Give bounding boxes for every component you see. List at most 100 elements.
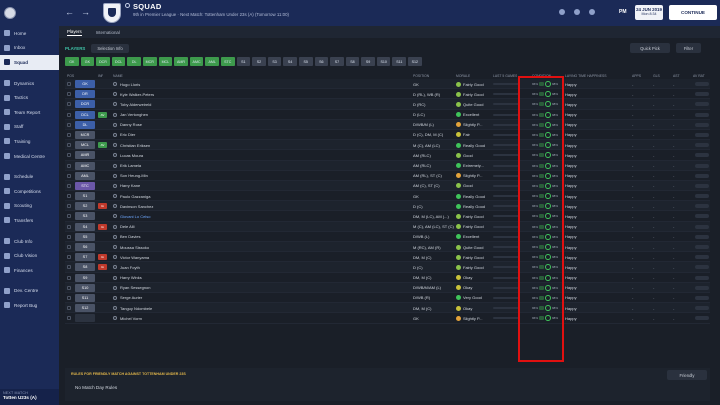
position-badge[interactable]: AMR [75,151,95,160]
header-condition[interactable]: CONDITION [532,73,552,78]
position-badge[interactable]: S3 [75,212,95,221]
position-button[interactable]: MCL [158,57,173,66]
position-badge[interactable]: S9 [75,273,95,282]
table-row[interactable]: S11 Serge Aurier D/WB (R) Very Good 96% 98% Ha… [65,293,710,304]
header-gls[interactable]: GLS [653,73,660,78]
table-row[interactable]: S2 IA Davinson Sanchez D (C) Really Good 96% 9… [65,201,710,212]
player-name[interactable]: Ryan Sessegnon [120,285,151,291]
sidebar-item-club-info[interactable]: Club Info [0,234,59,249]
row-checkbox[interactable] [67,316,71,321]
row-checkbox[interactable] [67,173,71,178]
position-button[interactable]: S9 [361,57,375,66]
sidebar-item-training[interactable]: Training [0,134,59,149]
table-row[interactable]: STC Harry Kane AM (C), ST (C) Good 96% 98% Hap… [65,180,710,192]
row-checkbox[interactable] [67,82,71,86]
player-name[interactable]: Serge Aurier [120,295,143,301]
sidebar-item-medical-centre[interactable]: Medical Centre [0,149,59,164]
position-button[interactable]: S2 [252,57,266,66]
player-name[interactable]: Danny Rose [120,122,143,128]
table-row[interactable]: MCL AV Christian Eriksen M (C), AM (LC) Real… [65,140,710,151]
player-name[interactable]: Lucas Moura [120,152,144,158]
header-av-rat[interactable]: AV RAT [693,73,705,78]
table-row[interactable]: S6 Moussa Sissoko M (RC), AM (R) Quite Good… [65,242,710,253]
position-button[interactable]: S10 [376,57,391,66]
row-checkbox[interactable] [67,295,71,300]
position-button[interactable]: DCR [96,57,110,66]
row-checkbox[interactable] [67,183,71,188]
row-checkbox[interactable] [67,112,71,117]
table-row[interactable]: AMC Erik Lamela AM (RLC) Extremely... 96% 98%… [65,160,710,171]
table-row[interactable]: GK Hugo Lloris GK Fairly Good 96% 98% Happy - - - [65,79,710,90]
sidebar-item-schedule[interactable]: Schedule [0,169,59,184]
position-badge[interactable]: S1 [75,192,95,201]
position-badge[interactable]: AMC [75,161,95,170]
position-badge[interactable]: S4 [75,222,95,231]
position-button[interactable]: S12 [408,57,422,66]
player-name[interactable]: Jan Vertonghen [120,112,149,118]
player-name[interactable]: Dele Alli [120,224,135,230]
row-checkbox[interactable] [67,245,71,249]
player-name[interactable]: Erik Lamela [120,163,142,168]
player-name[interactable]: Ben Davies [120,234,141,240]
position-badge[interactable]: S2 [75,202,95,211]
filter-button[interactable]: Filter [676,43,701,53]
position-badge[interactable]: AML [75,171,95,180]
position-button[interactable]: S7 [330,57,344,66]
table-row[interactable]: DL Danny Rose D/WB/M (L) Slightly P... 96% 98… [65,119,710,130]
row-checkbox[interactable] [67,122,71,127]
header-name[interactable]: NAME [113,73,123,78]
quick-pick-button[interactable]: Quick Pick [630,43,670,53]
date-display[interactable]: 24 JUN 2019 Mon 8:34 [635,5,663,20]
player-name[interactable]: Tanguy Ndombele [120,305,153,311]
row-checkbox[interactable] [67,204,71,209]
player-name[interactable]: Kyle Walker-Peters [120,91,155,97]
row-checkbox[interactable] [67,234,71,239]
position-badge[interactable]: STC [75,181,95,190]
header-apps[interactable]: APPS [632,73,642,78]
table-row[interactable]: S1 Paulo Gazzaniga GK Really Good 96% 98% Happ… [65,191,710,202]
social-icon[interactable] [559,9,565,15]
selection-info-button[interactable]: Selection Info [91,43,129,53]
player-name[interactable]: Juan Foyth [120,264,140,270]
player-name[interactable]: Victor Wanyama [120,254,150,260]
header-pos[interactable]: POS [67,73,75,78]
table-row[interactable]: S7 IA Victor Wanyama DM, M (C) Fairly Good 96… [65,252,710,263]
position-button[interactable]: GK [65,57,79,66]
player-name[interactable]: Christian Eriksen [120,142,151,148]
sidebar-item-finances[interactable]: Finances [0,263,59,278]
position-badge[interactable]: S5 [75,232,95,241]
sidebar-item-tactics[interactable]: Tactics [0,90,59,105]
row-checkbox[interactable] [67,265,71,270]
position-button[interactable]: STC [220,57,235,66]
back-arrow-icon[interactable]: ← [65,7,74,17]
row-checkbox[interactable] [67,132,71,137]
sidebar-item-team-report[interactable]: Team Report [0,105,59,120]
table-row[interactable]: DCR Toby Alderweireld D (RC) Quite Good 96% 9… [65,99,710,110]
table-row[interactable]: AMR Lucas Moura AM (RLC) Good 96% 98% Happy - - - [65,150,710,161]
position-button[interactable]: S1 [236,57,251,66]
row-checkbox[interactable] [67,153,71,158]
player-name[interactable]: Michel Vorm [120,315,143,321]
table-row[interactable]: S12 Tanguy Ndombele DM, M (C) Okay 96% 98% Hap… [65,303,710,314]
position-badge[interactable] [75,314,95,323]
row-checkbox[interactable] [67,92,71,97]
position-badge[interactable]: DCL [75,110,95,119]
row-checkbox[interactable] [67,194,71,199]
player-name[interactable]: Harry Kane [120,183,141,189]
position-badge[interactable]: S11 [75,293,95,302]
row-checkbox[interactable] [67,275,71,280]
next-match-panel[interactable]: NEXT MATCH Totten U23s (A) [0,389,59,405]
table-row[interactable]: DR Kyle Walker-Peters D (RL), WB (R) Fairly… [65,89,710,100]
header-inf[interactable]: INF [98,73,104,78]
row-checkbox[interactable] [67,306,71,311]
position-button[interactable]: S11 [392,57,407,66]
player-name[interactable]: Son Heung-Min [120,173,148,179]
player-name[interactable]: Eric Dier [120,132,136,138]
header-morale[interactable]: MORALE [456,73,471,78]
search-icon[interactable] [125,3,130,8]
row-checkbox[interactable] [67,214,71,219]
help-icon[interactable] [589,9,595,15]
position-button[interactable]: S8 [345,57,360,66]
sidebar-item-report-bug[interactable]: Report Bug [0,298,59,313]
position-button[interactable]: S4 [283,57,297,66]
